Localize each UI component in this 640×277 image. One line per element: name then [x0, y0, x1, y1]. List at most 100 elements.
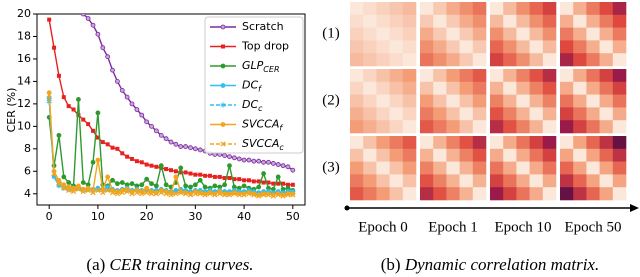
point [203, 173, 208, 178]
heatmap-cell [560, 14, 574, 28]
heatmap-cell [402, 174, 417, 188]
heatmap-cell [420, 27, 434, 41]
heatmap-cell [363, 81, 377, 95]
heatmap-cell [433, 14, 447, 28]
point [61, 185, 67, 191]
heatmap-cell [529, 136, 544, 150]
heatmap-cell [573, 187, 587, 201]
heatmap-cell [560, 40, 574, 54]
point [271, 181, 276, 186]
heatmap-cell [503, 148, 517, 162]
heatmap-cell [599, 14, 614, 28]
heatmap-cell [472, 107, 487, 121]
point [266, 180, 271, 185]
heatmap-cell [350, 94, 364, 108]
heatmap-cell [350, 136, 364, 150]
heatmap-cell [433, 174, 447, 188]
heatmap-cell [350, 120, 364, 134]
point [90, 22, 96, 28]
point [275, 174, 281, 180]
heatmap-cell [542, 161, 557, 175]
heatmap-cell [389, 120, 404, 134]
point [173, 169, 178, 174]
heatmap-cell [420, 14, 434, 28]
heatmap-cell [433, 27, 447, 41]
heatmap-cell [542, 136, 557, 150]
heatmap-cell [350, 53, 364, 67]
heatmap-cell [472, 148, 487, 162]
heatmap-cell [446, 27, 460, 41]
heatmap-cell [420, 81, 434, 95]
heatmap-cell [516, 14, 530, 28]
legend-box [204, 16, 304, 154]
point [275, 162, 281, 167]
point [95, 187, 101, 194]
heatmap-cell [350, 107, 364, 121]
point [148, 191, 155, 197]
heatmap-cell [389, 2, 404, 16]
heatmap-cell [599, 81, 614, 95]
point [153, 128, 159, 134]
heatmap-cell [459, 69, 474, 83]
legend-subscript: c [279, 143, 284, 152]
heatmap-cell [599, 136, 614, 150]
y-tick-label: 16 [17, 52, 31, 65]
point [100, 189, 106, 196]
heatmap-cell [529, 94, 544, 108]
heatmap-cell [446, 187, 460, 201]
point [80, 188, 86, 195]
heatmap-cell [376, 187, 390, 201]
point [46, 92, 52, 98]
heatmap-cell [573, 27, 587, 41]
point [280, 193, 286, 199]
heatmap-cell [350, 40, 364, 54]
heatmap-cell [433, 53, 447, 67]
point [91, 128, 96, 133]
column-label: Epoch 1 [428, 219, 478, 235]
point [115, 146, 120, 151]
heatmap-cell [586, 120, 600, 134]
heatmap-cell [516, 148, 530, 162]
heatmap-cell [420, 69, 434, 83]
heatmap-cell [586, 14, 600, 28]
point [80, 180, 86, 185]
column-label: Epoch 50 [564, 219, 621, 235]
point [110, 67, 115, 73]
heatmap-cell [446, 40, 460, 54]
heatmap-cell [490, 161, 504, 175]
point [280, 163, 286, 169]
heatmap-cell [542, 187, 557, 201]
legend-name: GLP [242, 59, 264, 72]
heatmap-cell [599, 2, 614, 16]
heatmap-cell [529, 107, 544, 121]
heatmap-cell [503, 94, 517, 108]
point [56, 73, 61, 78]
legend-marker [220, 141, 226, 147]
point [105, 142, 110, 147]
heatmap-cell [420, 40, 434, 54]
y-tick-label: 20 [17, 7, 31, 20]
heatmap-cell [389, 136, 404, 150]
point [202, 184, 208, 190]
heatmap-cell [420, 161, 434, 175]
point [183, 144, 189, 149]
heatmap-cell [389, 69, 404, 83]
point [169, 168, 173, 173]
heatmap-cell [490, 40, 504, 54]
heatmap-cell [612, 161, 627, 175]
x-tick-label: 20 [140, 210, 154, 223]
heatmap-cell [573, 2, 587, 16]
heatmap-cell [363, 94, 377, 108]
heatmap-cell [376, 120, 390, 134]
y-axis-label: CER (%) [5, 88, 18, 133]
point [178, 189, 184, 196]
point [197, 177, 203, 183]
heatmap-cell [402, 69, 417, 83]
heatmap-cell [472, 27, 487, 41]
heatmap-cell [573, 120, 587, 134]
heatmap-cell [612, 53, 627, 67]
heatmap-cell [599, 94, 614, 108]
point [290, 167, 296, 173]
heatmap-cell [420, 94, 434, 108]
heatmap-cell [376, 69, 390, 83]
